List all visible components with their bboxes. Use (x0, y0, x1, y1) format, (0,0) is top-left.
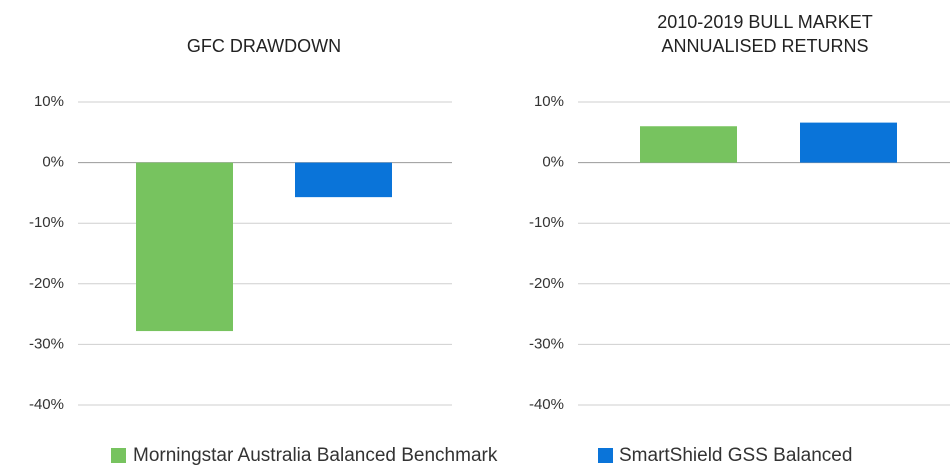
legend-swatch (598, 448, 613, 463)
bar (136, 162, 233, 332)
y-tick-label: 0% (542, 154, 564, 171)
y-tick-label: -20% (29, 275, 64, 292)
chart-title: GFC DRAWDOWN (187, 36, 341, 56)
bar (640, 126, 737, 163)
y-tick-label: -10% (29, 214, 64, 231)
y-tick-label: -30% (529, 335, 564, 352)
y-tick-label: 0% (42, 154, 64, 171)
y-tick-label: -40% (29, 396, 64, 413)
y-tick-label: -20% (529, 275, 564, 292)
y-tick-label: 10% (34, 93, 64, 110)
y-tick-label: 10% (534, 93, 564, 110)
bar (295, 162, 392, 198)
bar (800, 122, 897, 163)
chart-title: 2010-2019 BULL MARKET (657, 12, 872, 32)
legend-swatch (111, 448, 126, 463)
legend-label: Morningstar Australia Balanced Benchmark (133, 445, 498, 465)
legend-label: SmartShield GSS Balanced (619, 445, 852, 465)
y-tick-label: -40% (529, 396, 564, 413)
y-tick-label: -10% (529, 214, 564, 231)
y-tick-label: -30% (29, 335, 64, 352)
chart-title: ANNUALISED RETURNS (661, 36, 868, 56)
